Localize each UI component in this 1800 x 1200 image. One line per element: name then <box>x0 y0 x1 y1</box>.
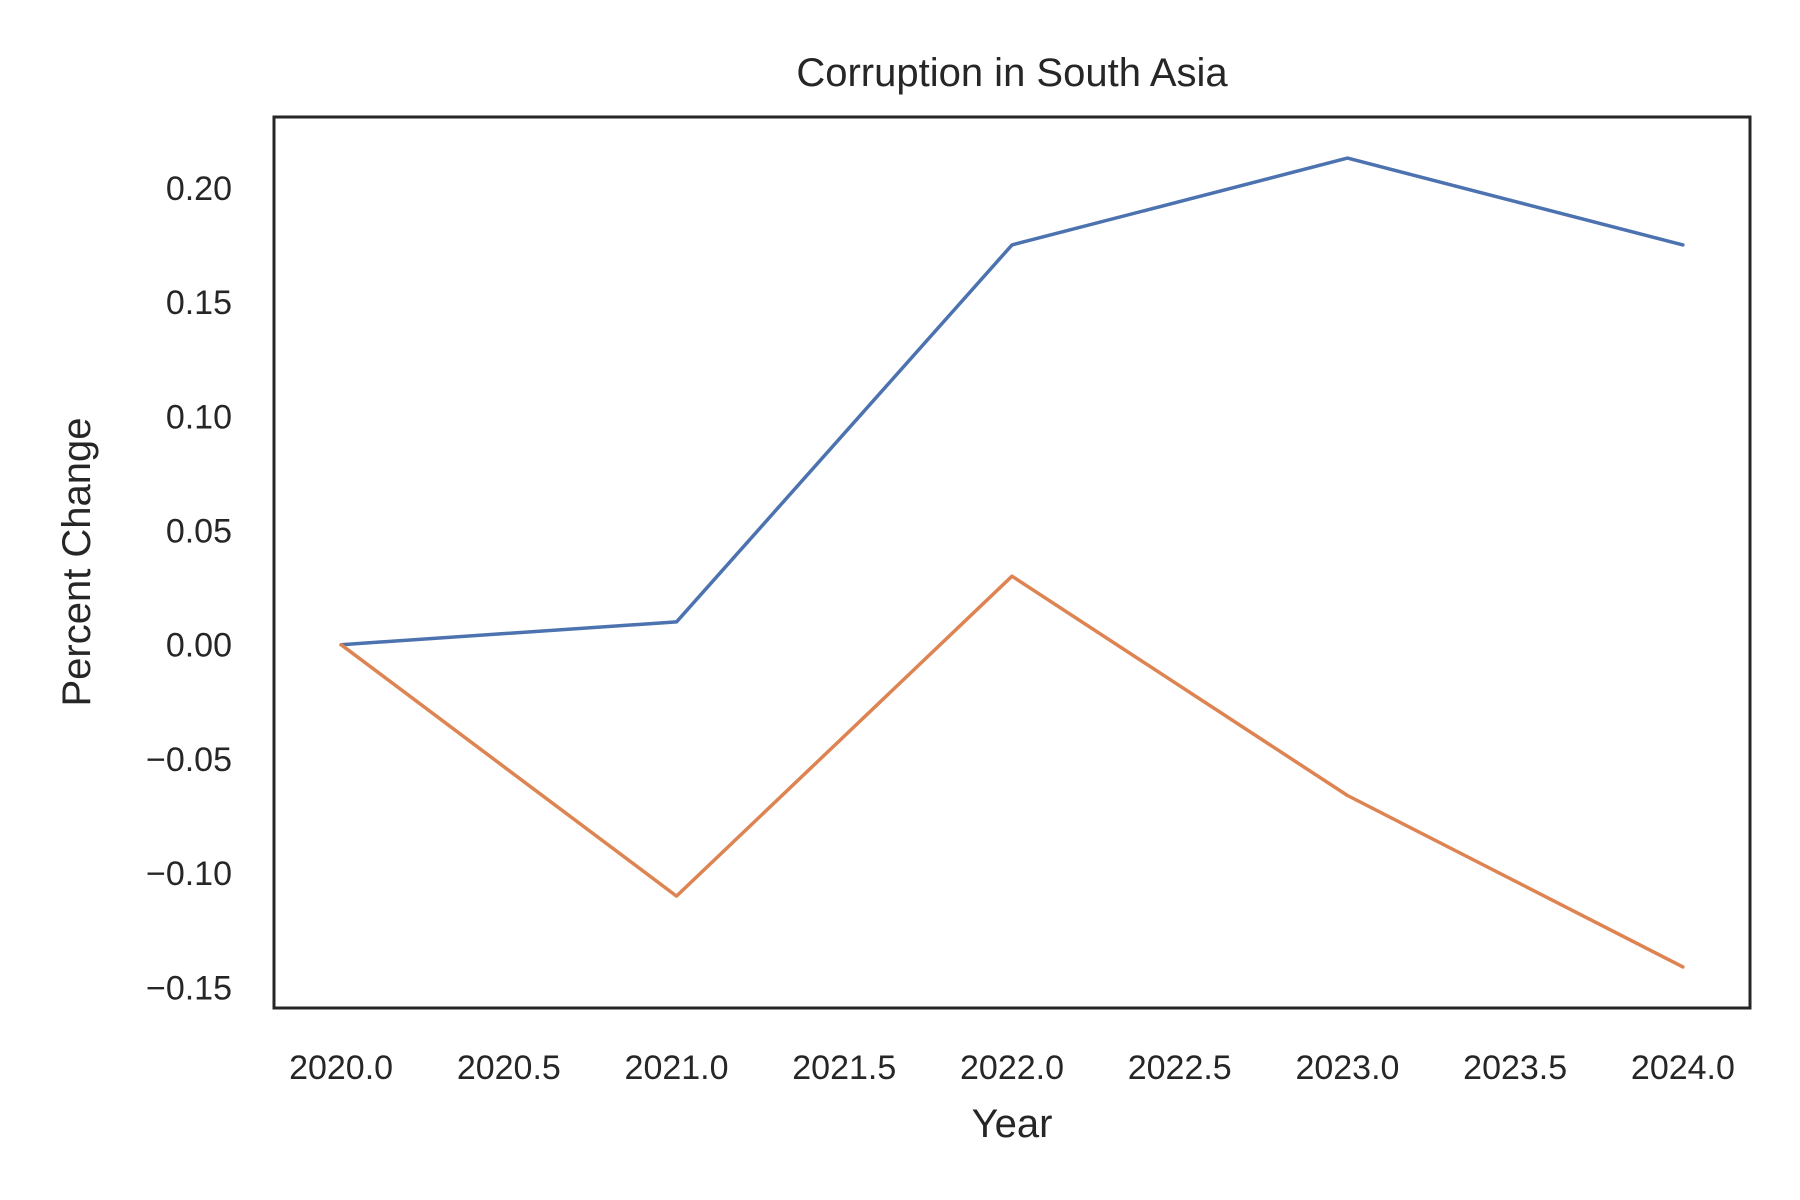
y-tick-label: 0.15 <box>166 284 232 322</box>
y-tick-label: −0.15 <box>146 969 232 1007</box>
x-tick-label: 2024.0 <box>1631 1049 1735 1087</box>
y-tick-label: 0.10 <box>166 398 232 436</box>
y-tick-label: 0.00 <box>166 627 232 665</box>
y-tick-label: −0.05 <box>146 741 232 779</box>
x-tick-label: 2021.0 <box>625 1049 729 1087</box>
x-axis-label: Year <box>972 1102 1053 1146</box>
x-tick-label: 2022.0 <box>960 1049 1064 1087</box>
plot-frame <box>272 115 1752 1010</box>
series-line-1 <box>339 156 1685 647</box>
y-axis-ticks: 0.20 0.15 0.10 0.05 0.00 −0.05 −0.10 −0.15 <box>146 170 232 1008</box>
x-tick-label: 2020.0 <box>289 1049 393 1087</box>
x-tick-label: 2023.5 <box>1463 1049 1567 1087</box>
chart-title: Corruption in South Asia <box>796 51 1228 95</box>
y-tick-label: 0.05 <box>166 513 232 551</box>
y-tick-label: 0.20 <box>166 170 232 208</box>
y-tick-label: −0.10 <box>146 855 232 893</box>
y-axis-label: Percent Change <box>55 417 99 706</box>
series-line-2 <box>339 574 1685 969</box>
x-tick-label: 2020.5 <box>457 1049 561 1087</box>
x-tick-label: 2021.5 <box>792 1049 896 1087</box>
x-axis-ticks: 2020.0 2020.5 2021.0 2021.5 2022.0 2022.5 2023… <box>289 1049 1735 1087</box>
series-lines <box>339 156 1685 969</box>
x-tick-label: 2022.5 <box>1128 1049 1232 1087</box>
x-tick-label: 2023.0 <box>1295 1049 1399 1087</box>
